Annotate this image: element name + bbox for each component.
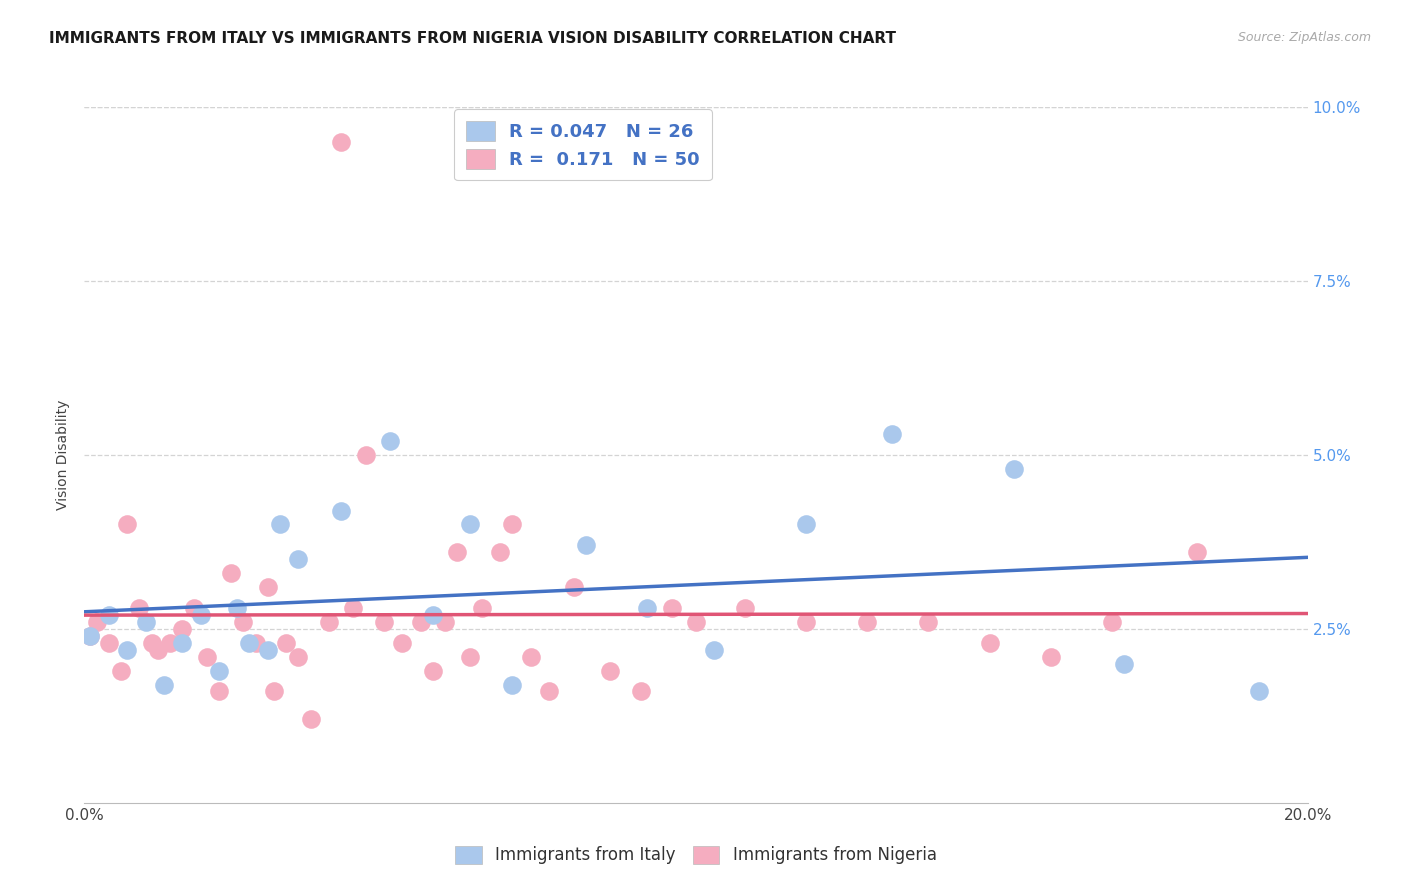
Point	[263, 684, 285, 698]
Point	[661, 601, 683, 615]
Point	[330, 503, 353, 517]
Point	[1002, 462, 1025, 476]
Point	[1187, 545, 1209, 559]
Text: Source: ZipAtlas.com: Source: ZipAtlas.com	[1237, 31, 1371, 45]
Point	[299, 712, 322, 726]
Point	[373, 615, 395, 629]
Point	[734, 601, 756, 615]
Point	[318, 615, 340, 629]
Point	[190, 607, 212, 622]
Point	[391, 636, 413, 650]
Point	[1039, 649, 1062, 664]
Point	[354, 448, 377, 462]
Point	[703, 642, 725, 657]
Point	[471, 601, 494, 615]
Point	[489, 545, 512, 559]
Point	[172, 622, 194, 636]
Point	[135, 615, 157, 629]
Point	[794, 615, 817, 629]
Legend: Immigrants from Italy, Immigrants from Nigeria: Immigrants from Italy, Immigrants from N…	[449, 839, 943, 871]
Point	[128, 601, 150, 615]
Y-axis label: Vision Disability: Vision Disability	[56, 400, 70, 510]
Point	[183, 601, 205, 615]
Point	[257, 642, 280, 657]
Point	[208, 684, 231, 698]
Point	[917, 615, 939, 629]
Point	[380, 434, 402, 448]
Text: IMMIGRANTS FROM ITALY VS IMMIGRANTS FROM NIGERIA VISION DISABILITY CORRELATION C: IMMIGRANTS FROM ITALY VS IMMIGRANTS FROM…	[49, 31, 896, 46]
Point	[141, 636, 163, 650]
Point	[636, 601, 658, 615]
Point	[146, 642, 169, 657]
Point	[115, 517, 138, 532]
Point	[195, 649, 218, 664]
Point	[685, 615, 707, 629]
Point	[287, 649, 309, 664]
Point	[257, 580, 280, 594]
Point	[276, 636, 298, 650]
Point	[172, 636, 194, 650]
Point	[409, 615, 432, 629]
Point	[502, 677, 524, 691]
Point	[422, 664, 444, 678]
Point	[238, 636, 260, 650]
Point	[219, 566, 242, 581]
Point	[287, 552, 309, 566]
Point	[245, 636, 267, 650]
Point	[520, 649, 543, 664]
Point	[232, 615, 254, 629]
Point	[208, 664, 231, 678]
Point	[979, 636, 1001, 650]
Point	[1101, 615, 1123, 629]
Point	[856, 615, 879, 629]
Point	[1247, 684, 1270, 698]
Point	[458, 649, 481, 664]
Point	[86, 615, 108, 629]
Point	[97, 607, 120, 622]
Point	[269, 517, 291, 532]
Point	[97, 636, 120, 650]
Point	[446, 545, 468, 559]
Point	[153, 677, 176, 691]
Point	[110, 664, 132, 678]
Point	[330, 135, 353, 149]
Point	[226, 601, 249, 615]
Point	[575, 538, 598, 552]
Point	[630, 684, 652, 698]
Point	[79, 629, 101, 643]
Point	[159, 636, 181, 650]
Point	[1114, 657, 1136, 671]
Point	[538, 684, 561, 698]
Point	[880, 427, 903, 442]
Point	[562, 580, 585, 594]
Point	[458, 517, 481, 532]
Point	[422, 607, 444, 622]
Point	[434, 615, 457, 629]
Point	[794, 517, 817, 532]
Point	[115, 642, 138, 657]
Point	[79, 629, 101, 643]
Point	[599, 664, 621, 678]
Point	[502, 517, 524, 532]
Point	[342, 601, 364, 615]
